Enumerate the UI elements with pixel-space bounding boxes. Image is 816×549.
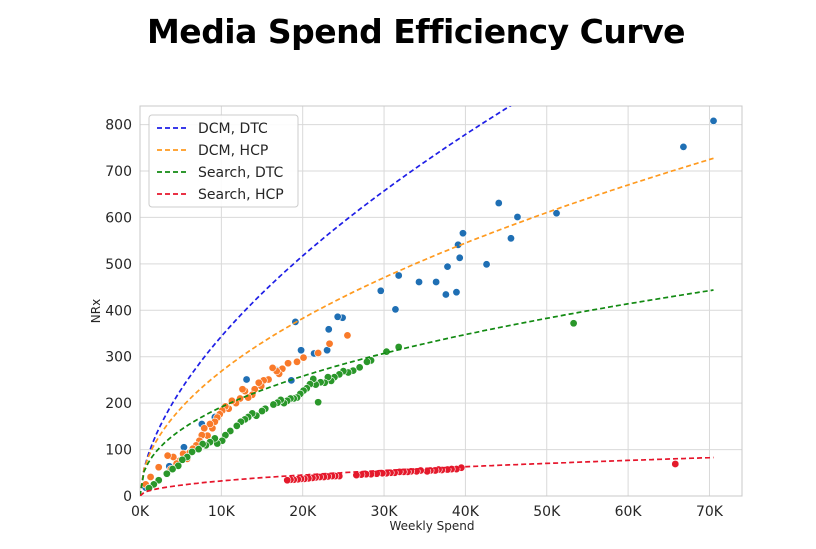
scatter-point [394,271,403,280]
legend-label: Search, HCP [198,187,284,203]
x-tick-label: 10K [208,504,236,520]
x-tick-label: 20K [289,504,317,520]
scatter-point [432,277,441,286]
x-tick-label: 60K [615,504,643,520]
scatter-point [494,199,503,208]
scatter-point [232,421,241,430]
y-tick-label: 100 [105,443,132,459]
scatter-point [162,469,171,478]
scatter-series-2 [141,331,352,489]
scatter-point [297,346,306,355]
y-axis-label: NRx [89,299,103,323]
scatter-point [391,305,400,314]
scatter-point [314,398,323,407]
scatter-point [513,212,522,221]
scatter-point [178,455,187,464]
y-tick-label: 0 [123,489,132,505]
plot-frame [139,105,743,497]
scatter-point [205,420,214,429]
scatter-point [146,472,155,481]
scatter-point [455,253,464,262]
scatter-point [283,476,292,485]
legend: DCM, DTC DCM, HCP Search, DTC Search, HCP [148,114,299,208]
scatter-point [458,229,467,238]
scatter-point [355,363,364,372]
chart-title: Media Spend Efficiency Curve [146,12,686,51]
scatter-point [343,331,352,340]
curve-search-dtc [140,289,714,496]
y-tick-label: 800 [105,118,132,134]
scatter-point [242,375,251,384]
scatter-point [163,451,172,460]
scatter-point [268,363,277,372]
legend-label: DCM, DTC [198,121,268,137]
scatter-point [254,378,263,387]
curve-search-hcp [140,456,714,496]
scatter-point [325,339,334,348]
curve-dcm-hcp [140,157,714,496]
x-tick-label: 30K [371,504,399,520]
x-tick-label: 50K [533,504,561,520]
scatter-point [188,447,197,456]
x-tick-label: 70K [696,504,724,520]
scatter-point [552,209,561,218]
scatter-point [324,325,333,334]
scatter-point [415,277,424,286]
scatter-point [671,459,680,468]
scatter-point [679,142,688,151]
scatter-point [168,465,177,474]
scatter-point [569,319,578,328]
scatter-point [482,260,491,269]
y-tick-label: 400 [105,303,132,319]
scatter-point [376,286,385,295]
scatter-point [314,348,323,357]
scatter-series-3 [144,319,578,493]
scatter-point [709,116,718,125]
y-tick-label: 700 [105,164,132,180]
scatter-point [443,262,452,271]
x-tick-label: 40K [452,504,480,520]
scatter-point [362,357,371,366]
scatter-point [154,463,163,472]
x-axis-label: Weekly Spend [390,519,475,533]
y-tick-label: 600 [105,210,132,226]
scatter-point [258,407,267,416]
scatter-point [269,400,278,409]
scatter-point [506,234,515,243]
y-tick-label: 300 [105,350,132,366]
scatter-point [284,359,293,368]
scatter-point [293,357,302,366]
scatter-point [333,312,342,321]
x-tick-label: 0K [131,504,150,520]
scatter-point [238,385,247,394]
y-tick-label: 500 [105,257,132,273]
legend-label: Search, DTC [198,165,284,181]
curve-dcm-dtc [140,106,512,496]
y-tick-label: 200 [105,396,132,412]
scatter-point [441,290,450,299]
legend-box [148,114,299,208]
scatter-point [452,288,461,297]
scatter-point [200,424,209,433]
legend-label: DCM, HCP [198,143,268,159]
scatter-point [299,353,308,362]
